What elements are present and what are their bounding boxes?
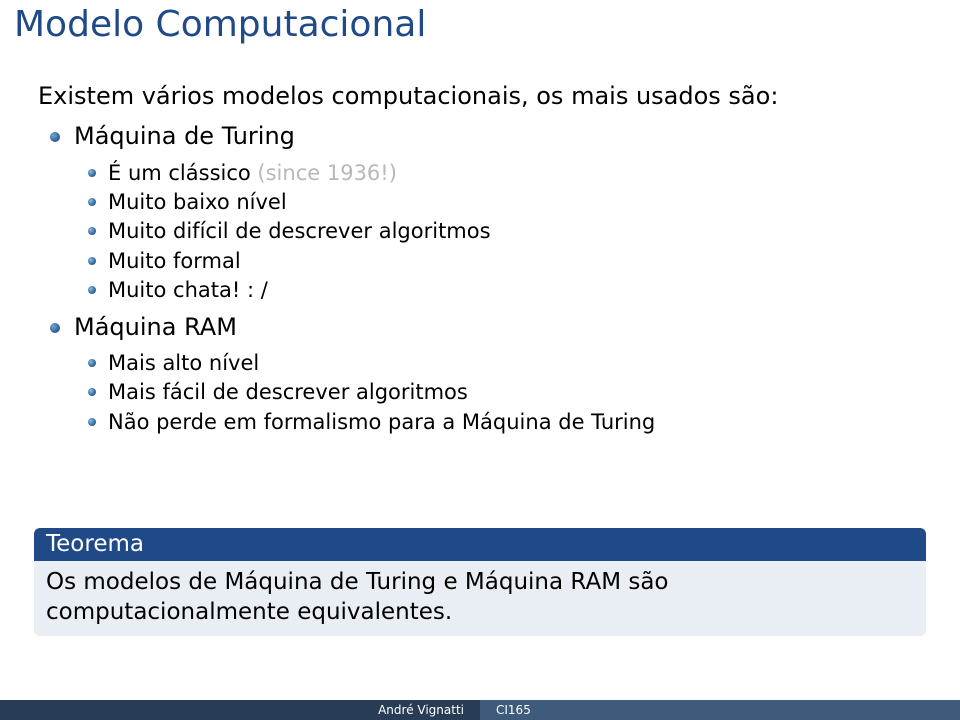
sub-text: É um clássico <box>108 161 257 185</box>
sub-list-item: Muito formal <box>74 247 922 275</box>
intro-text: Existem vários modelos computacionais, o… <box>38 80 922 112</box>
sub-list-item: Muito difícil de descrever algoritmos <box>74 217 922 245</box>
theorem-box: Teorema Os modelos de Máquina de Turing … <box>34 528 926 636</box>
topic-list: Máquina de Turing É um clássico (since 1… <box>38 120 922 436</box>
slide: Modelo Computacional Existem vários mode… <box>0 0 960 720</box>
sub-list-item: Mais alto nível <box>74 349 922 377</box>
footer-author: André Vignatti <box>0 700 480 720</box>
item-label: Máquina RAM <box>74 313 237 341</box>
sub-text: Mais fácil de descrever algoritmos <box>108 380 468 404</box>
sub-text: Muito formal <box>108 249 241 273</box>
footer: André Vignatti CI165 <box>0 700 960 720</box>
muted-text: (since 1936!) <box>257 161 396 185</box>
sub-text: Não perde em formalismo para a Máquina d… <box>108 410 655 434</box>
sub-list-item: Muito chata! : / <box>74 276 922 304</box>
sub-list-item: Muito baixo nível <box>74 188 922 216</box>
list-item: Máquina RAM Mais alto nível Mais fácil d… <box>38 311 922 436</box>
footer-course: CI165 <box>480 700 960 720</box>
slide-title: Modelo Computacional <box>14 4 426 45</box>
theorem-head: Teorema <box>34 528 926 561</box>
item-label: Máquina de Turing <box>74 122 295 150</box>
sub-list: É um clássico (since 1936!) Muito baixo … <box>74 159 922 305</box>
sub-list: Mais alto nível Mais fácil de descrever … <box>74 349 922 436</box>
sub-list-item: É um clássico (since 1936!) <box>74 159 922 187</box>
theorem-body: Os modelos de Máquina de Turing e Máquin… <box>34 561 926 636</box>
slide-content: Existem vários modelos computacionais, o… <box>38 80 922 442</box>
sub-list-item: Mais fácil de descrever algoritmos <box>74 378 922 406</box>
sub-text: Muito difícil de descrever algoritmos <box>108 219 491 243</box>
sub-text: Muito baixo nível <box>108 190 287 214</box>
list-item: Máquina de Turing É um clássico (since 1… <box>38 120 922 304</box>
sub-text: Muito chata! : <box>108 278 261 302</box>
sub-text-tail: / <box>261 278 268 302</box>
sub-list-item: Não perde em formalismo para a Máquina d… <box>74 408 922 436</box>
sub-text: Mais alto nível <box>108 351 259 375</box>
